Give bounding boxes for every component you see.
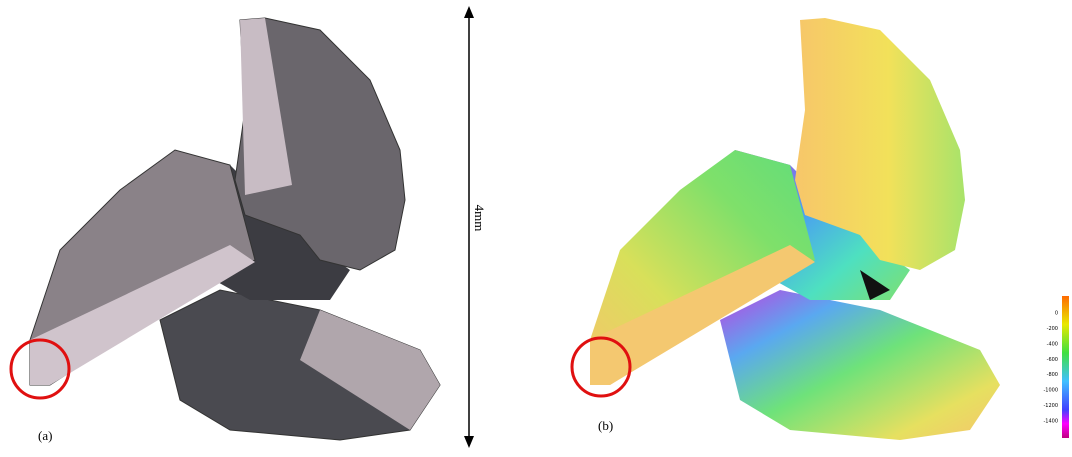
- colorbar-tick-label: -1400: [1043, 419, 1058, 425]
- panel-label: (a): [38, 428, 52, 443]
- colorbar-tick-label: -800: [1047, 372, 1058, 378]
- colorbar: [1062, 296, 1069, 438]
- colorbar-tick-label: -1000: [1043, 388, 1058, 394]
- scale-label: 4mm: [472, 205, 487, 232]
- colorbar-tick-label: -1200: [1043, 403, 1058, 409]
- colorbar-tick-label: 0: [1055, 311, 1058, 317]
- drill-gray: [30, 18, 440, 440]
- colorbar-tick-label: -200: [1047, 326, 1058, 332]
- colorbar-ticks: 0 -200 -400 -600 -800 -1000 -1200 -1400: [1043, 311, 1058, 425]
- colorbar-tick-label: -400: [1047, 341, 1058, 347]
- panel-label: (b): [598, 418, 613, 433]
- colorbar-tick-label: -600: [1047, 357, 1058, 363]
- drill-heightmap: [590, 18, 1000, 440]
- figure: (a) 4mm (b) 0 -200 -400 -600 -800 -1000 -1200 -…: [0, 0, 1072, 457]
